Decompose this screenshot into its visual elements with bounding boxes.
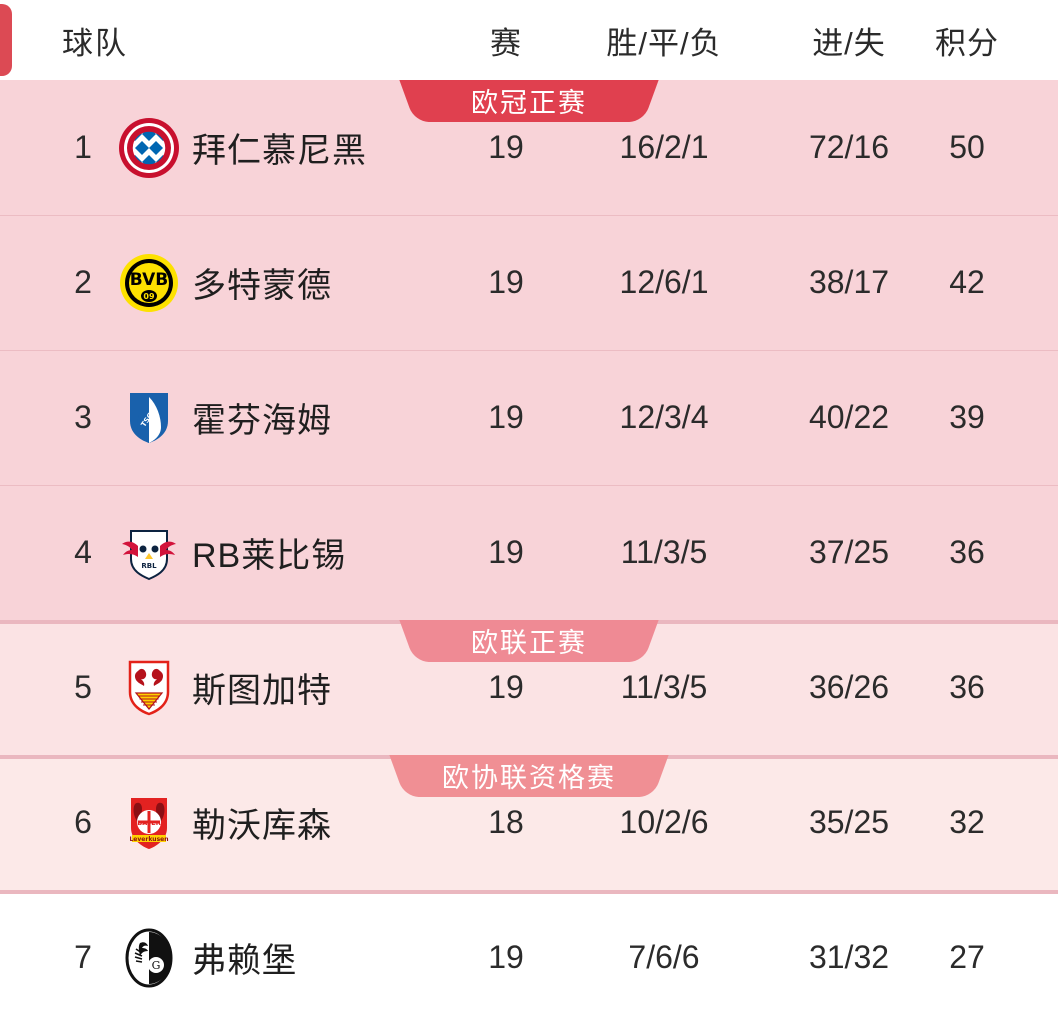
svg-text:BVB: BVB — [130, 270, 168, 290]
team-name[interactable]: 拜仁慕尼黑 — [192, 132, 367, 170]
row-rank: 4 — [74, 534, 92, 570]
row-points: 36 — [949, 534, 985, 570]
row-divider — [0, 350, 1058, 351]
table-row[interactable]: 2 BVB 09 多特蒙德 19 12/6/1 38/17 42 — [0, 215, 1058, 350]
row-goals: 38/17 — [808, 264, 890, 300]
table-header-row: 球队 赛 胜/平/负 进/失 积分 — [0, 0, 1058, 80]
svg-text:G: G — [152, 959, 161, 972]
table-row[interactable]: 欧冠正赛 1 拜仁慕尼黑 19 16/2/1 72/16 50 — [0, 80, 1058, 215]
row-goals: 72/16 — [808, 129, 890, 165]
table-row[interactable]: 3 TSG 霍芬海姆 19 12/3/4 40/22 39 — [0, 350, 1058, 485]
team-name[interactable]: 勒沃库森 — [192, 807, 332, 845]
team-name[interactable]: 多特蒙德 — [192, 267, 332, 305]
rb-leipzig-crest-icon: RBL — [118, 522, 180, 584]
qualification-banner-ucl: 欧冠正赛 — [420, 80, 638, 122]
row-points: 42 — [949, 264, 985, 300]
row-played: 19 — [488, 399, 524, 435]
row-divider — [0, 485, 1058, 486]
column-header-goals: 进/失 — [812, 25, 886, 61]
left-accent-tab — [0, 4, 12, 76]
row-goals: 35/25 — [808, 804, 890, 840]
row-points: 27 — [949, 939, 985, 975]
svg-text:BAYER: BAYER — [137, 819, 161, 827]
row-wdl: 11/3/5 — [620, 669, 708, 705]
row-played: 19 — [488, 129, 524, 165]
team-name[interactable]: RB莱比锡 — [192, 537, 347, 575]
bayer-leverkusen-crest-icon: BAYER Leverkusen — [118, 792, 180, 854]
row-goals: 40/22 — [808, 399, 890, 435]
column-header-played: 赛 — [490, 25, 522, 61]
svg-text:Leverkusen: Leverkusen — [129, 836, 168, 843]
row-rank: 6 — [74, 804, 92, 840]
table-row[interactable]: 欧协联资格赛 6 BAYER Leverkusen 勒沃库森 18 10/2/6 35/… — [0, 755, 1058, 890]
bayern-munich-crest-icon — [118, 117, 180, 179]
standings-rows: 欧冠正赛 1 拜仁慕尼黑 19 16/2/1 72/16 50 2 BVB 09 多特蒙德 1… — [0, 80, 1058, 1025]
row-wdl: 11/3/5 — [620, 534, 708, 570]
row-wdl: 12/6/1 — [619, 264, 709, 300]
row-goals: 31/32 — [808, 939, 890, 975]
row-played: 19 — [488, 534, 524, 570]
row-points: 39 — [949, 399, 985, 435]
row-divider — [0, 215, 1058, 216]
row-rank: 5 — [74, 669, 92, 705]
team-name[interactable]: 弗赖堡 — [192, 942, 297, 980]
column-header-team: 球队 — [62, 25, 128, 61]
row-goals: 37/25 — [808, 534, 890, 570]
svg-text:09: 09 — [143, 292, 155, 301]
sc-freiburg-crest-icon: G — [118, 927, 180, 989]
row-points: 36 — [949, 669, 985, 705]
qualification-banner-label: 欧协联资格赛 — [442, 762, 616, 793]
qualification-banner-uecl: 欧协联资格赛 — [410, 755, 648, 797]
row-rank: 1 — [74, 129, 92, 165]
row-wdl: 10/2/6 — [619, 804, 709, 840]
row-wdl: 12/3/4 — [619, 399, 709, 435]
row-points: 50 — [949, 129, 985, 165]
team-name[interactable]: 霍芬海姆 — [192, 402, 332, 440]
row-wdl: 7/6/6 — [628, 939, 700, 975]
column-header-points: 积分 — [935, 25, 999, 61]
row-rank: 7 — [74, 939, 92, 975]
row-rank: 2 — [74, 264, 92, 300]
column-header-wdl: 胜/平/负 — [606, 25, 722, 61]
row-points: 32 — [949, 804, 985, 840]
row-played: 19 — [488, 669, 524, 705]
table-row[interactable]: 欧联正赛 5 斯图加特 19 11/3/5 36/26 36 — [0, 620, 1058, 755]
team-name[interactable]: 斯图加特 — [192, 672, 332, 710]
row-goals: 36/26 — [808, 669, 890, 705]
row-rank: 3 — [74, 399, 92, 435]
qualification-banner-label: 欧联正赛 — [471, 627, 587, 658]
row-played: 19 — [488, 264, 524, 300]
table-row[interactable]: 4 RBL RB莱比锡 19 11/3/5 37/25 36 — [0, 485, 1058, 620]
row-played: 19 — [488, 939, 524, 975]
svg-text:RBL: RBL — [141, 562, 157, 570]
row-wdl: 16/2/1 — [619, 129, 709, 165]
zone-divider — [0, 890, 1058, 894]
qualification-banner-label: 欧冠正赛 — [471, 87, 587, 118]
hoffenheim-crest-icon: TSG — [118, 387, 180, 449]
borussia-dortmund-crest-icon: BVB 09 — [118, 252, 180, 314]
table-row[interactable]: 7 G 弗赖堡 19 7/6/6 31/32 27 — [0, 890, 1058, 1025]
qualification-banner-uel: 欧联正赛 — [420, 620, 638, 662]
row-played: 18 — [488, 804, 524, 840]
vfb-stuttgart-crest-icon — [118, 657, 180, 719]
